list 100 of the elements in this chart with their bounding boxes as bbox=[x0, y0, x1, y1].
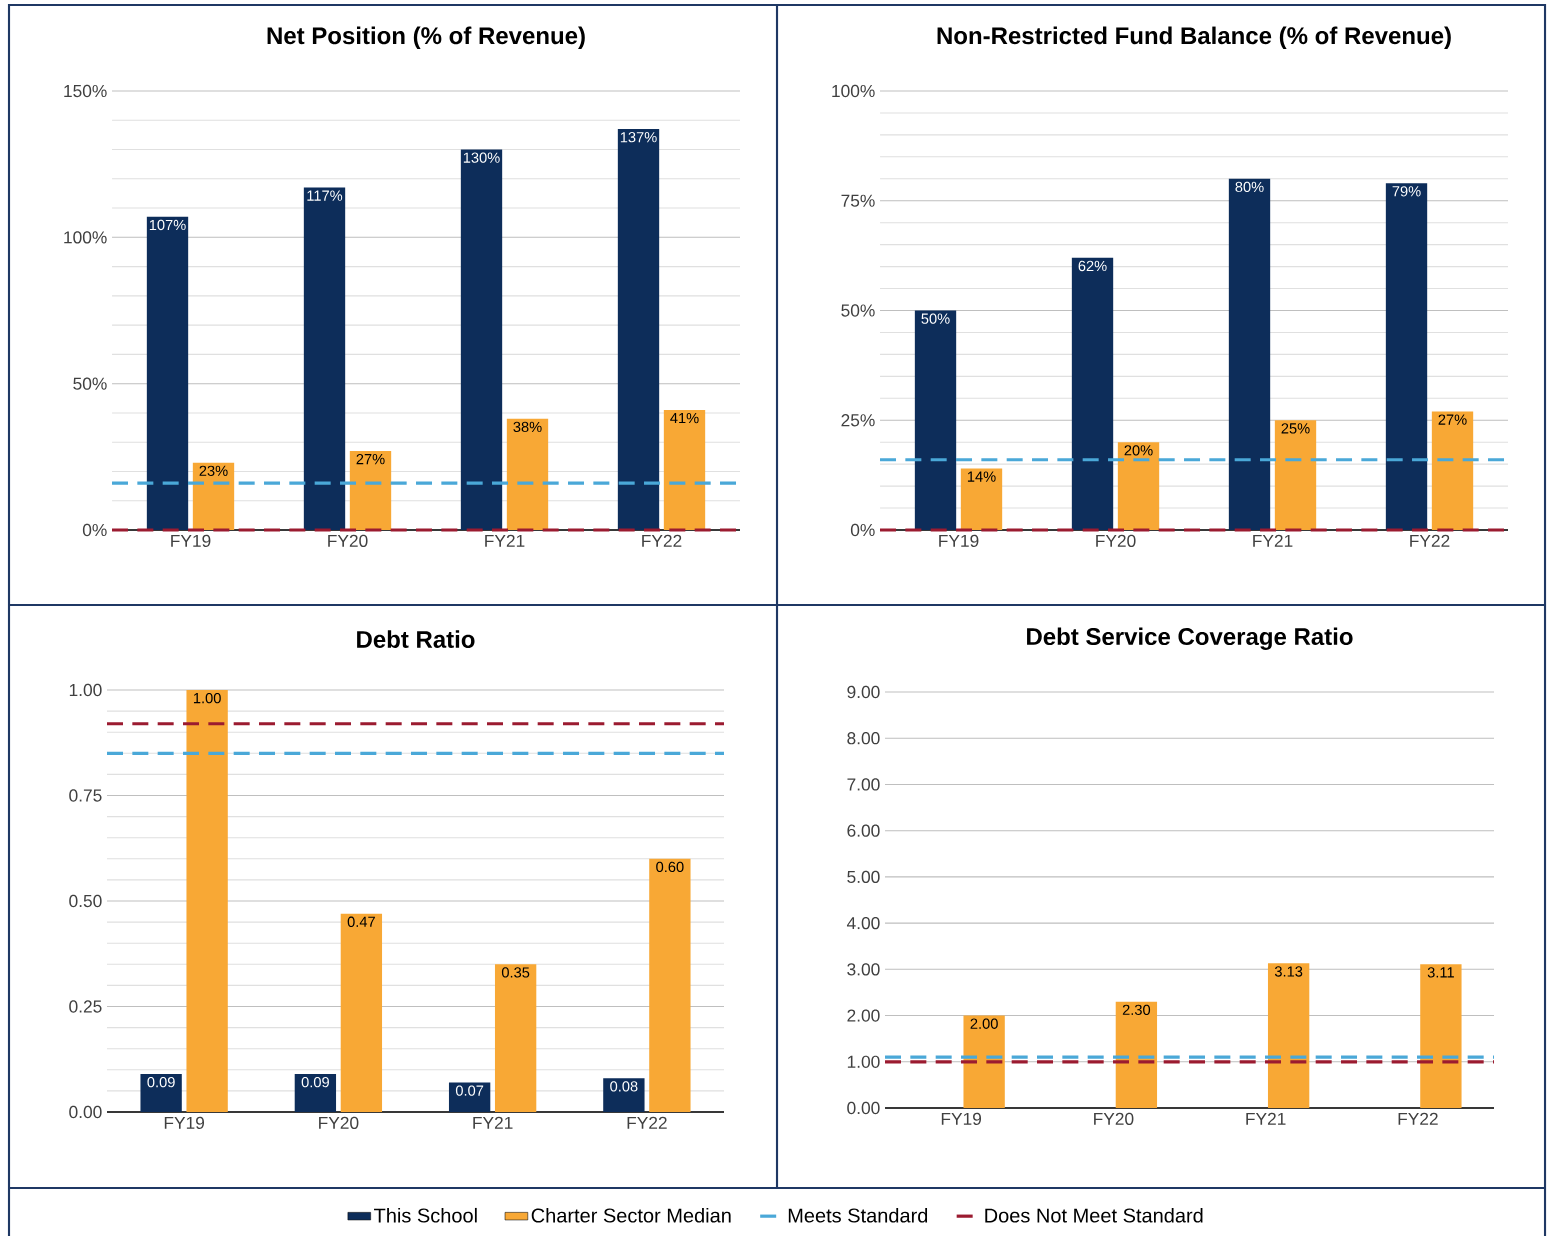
data-label: 117% bbox=[307, 190, 343, 201]
data-label: 27% bbox=[1438, 414, 1467, 425]
legend-label: Charter Sector Median bbox=[531, 1207, 731, 1223]
y-tick-label: 4.00 bbox=[846, 916, 880, 930]
data-label: 130% bbox=[463, 152, 500, 163]
bar bbox=[303, 187, 346, 530]
data-label: 80% bbox=[1235, 181, 1264, 193]
chart-title: Non-Restricted Fund Balance (% of Revenue) bbox=[937, 26, 1451, 49]
data-label: 0.09 bbox=[147, 1076, 175, 1088]
data-label: 0.08 bbox=[610, 1081, 638, 1092]
bar bbox=[960, 468, 1003, 530]
y-tick-label: 100% bbox=[832, 84, 875, 98]
x-tick-label: FY20 bbox=[328, 534, 368, 547]
y-tick-label: 5.00 bbox=[847, 870, 880, 884]
legend-label: Meets Standard bbox=[788, 1207, 928, 1223]
bar bbox=[663, 410, 706, 530]
x-tick-label: FY20 bbox=[1094, 1112, 1134, 1125]
bar bbox=[1115, 1001, 1158, 1108]
bar bbox=[460, 149, 503, 530]
data-label: 107% bbox=[149, 219, 186, 231]
bar bbox=[1274, 420, 1317, 530]
x-tick-label: FY19 bbox=[941, 1112, 982, 1125]
x-tick-label: FY22 bbox=[627, 1116, 667, 1129]
bar bbox=[146, 216, 189, 530]
y-tick-label: 75% bbox=[841, 194, 875, 207]
x-tick-label: FY21 bbox=[473, 1116, 513, 1129]
y-tick-label: 100% bbox=[64, 231, 107, 244]
bar bbox=[349, 450, 392, 530]
y-tick-label: 0.75 bbox=[69, 789, 102, 802]
data-label: 0.09 bbox=[301, 1076, 329, 1088]
y-tick-label: 0.00 bbox=[847, 1101, 880, 1115]
bar bbox=[963, 1015, 1005, 1108]
bar bbox=[1228, 178, 1271, 530]
x-tick-label: FY21 bbox=[1246, 1112, 1286, 1125]
bar bbox=[649, 858, 691, 1112]
y-tick-label: 25% bbox=[841, 414, 875, 427]
x-tick-label: FY21 bbox=[485, 534, 525, 547]
bar bbox=[186, 690, 228, 1112]
data-label: 1.00 bbox=[193, 692, 221, 704]
data-label: 3.11 bbox=[1427, 967, 1454, 978]
x-tick-label: FY19 bbox=[164, 1116, 205, 1129]
y-tick-label: 50% bbox=[841, 304, 875, 317]
y-tick-label: 3.00 bbox=[847, 963, 880, 976]
data-label: 3.13 bbox=[1274, 966, 1303, 977]
data-label: 23% bbox=[199, 465, 228, 477]
chart-title: Debt Ratio bbox=[357, 630, 475, 648]
y-tick-label: 0.00 bbox=[69, 1105, 102, 1119]
bar bbox=[1385, 183, 1428, 530]
x-tick-label: FY20 bbox=[319, 1116, 359, 1129]
y-tick-label: 0% bbox=[82, 523, 107, 537]
y-tick-label: 1.00 bbox=[69, 683, 102, 697]
y-tick-label: 8.00 bbox=[847, 732, 880, 745]
data-label: 0.07 bbox=[455, 1085, 484, 1096]
bar bbox=[914, 310, 957, 530]
y-tick-label: 150% bbox=[64, 84, 107, 98]
bar bbox=[603, 1078, 645, 1112]
bar bbox=[494, 964, 537, 1112]
y-tick-label: 50% bbox=[73, 377, 107, 390]
data-label: 2.00 bbox=[970, 1018, 998, 1029]
data-label: 25% bbox=[1281, 423, 1310, 434]
y-tick-label: 7.00 bbox=[847, 778, 880, 791]
x-tick-label: FY19 bbox=[939, 534, 979, 547]
y-tick-label: 1.00 bbox=[847, 1055, 880, 1068]
y-tick-label: 9.00 bbox=[847, 685, 880, 699]
bar bbox=[140, 1074, 182, 1112]
x-tick-label: FY22 bbox=[1410, 534, 1450, 547]
data-label: 20% bbox=[1124, 445, 1153, 456]
data-label: 14% bbox=[967, 471, 996, 482]
x-tick-label: FY20 bbox=[1096, 534, 1136, 547]
legend-label: Does Not Meet Standard bbox=[985, 1207, 1203, 1223]
data-label: 38% bbox=[513, 421, 542, 433]
x-tick-label: FY19 bbox=[171, 534, 211, 547]
y-tick-label: 2.00 bbox=[847, 1009, 880, 1022]
data-label: 27% bbox=[356, 453, 385, 465]
x-tick-label: FY22 bbox=[1398, 1112, 1438, 1125]
data-label: 41% bbox=[670, 412, 699, 424]
data-label: 0.60 bbox=[656, 861, 684, 873]
bar bbox=[1267, 963, 1310, 1108]
data-label: 79% bbox=[1392, 186, 1421, 197]
bar bbox=[617, 129, 660, 530]
data-label: 50% bbox=[921, 313, 950, 324]
y-tick-label: 0.25 bbox=[69, 1000, 102, 1013]
legend-label: This School bbox=[374, 1207, 477, 1223]
chart-title: Net Position (% of Revenue) bbox=[267, 26, 585, 49]
bar bbox=[1117, 442, 1160, 530]
data-label: 0.47 bbox=[347, 916, 375, 927]
bar bbox=[1420, 964, 1462, 1108]
bar bbox=[1071, 257, 1114, 530]
bar bbox=[340, 913, 383, 1112]
x-tick-label: FY21 bbox=[1253, 534, 1293, 547]
bar bbox=[192, 462, 235, 530]
data-label: 137% bbox=[620, 132, 657, 143]
bar bbox=[1431, 411, 1474, 530]
chart-title: Debt Service Coverage Ratio bbox=[1027, 627, 1353, 650]
data-label: 62% bbox=[1078, 260, 1107, 272]
y-tick-label: 0.50 bbox=[69, 894, 102, 908]
x-tick-label: FY22 bbox=[642, 534, 682, 547]
y-tick-label: 6.00 bbox=[847, 824, 880, 837]
bar bbox=[506, 418, 549, 530]
bar bbox=[294, 1074, 337, 1112]
